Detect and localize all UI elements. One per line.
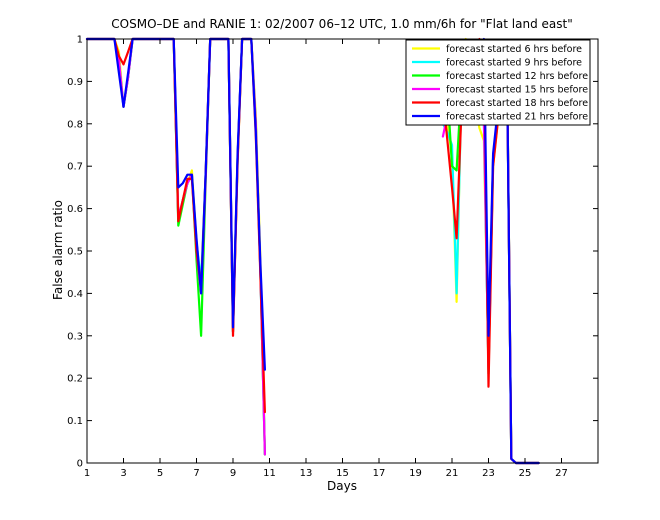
x-tick-label: 5 bbox=[157, 468, 163, 479]
y-tick-label: 1 bbox=[77, 35, 83, 46]
x-tick-label: 3 bbox=[120, 468, 126, 479]
x-tick-label: 19 bbox=[409, 468, 422, 479]
axes: 1 3 5 7 9 11 13 15 17 19 21 23 25 2700.10.20.30.40.50… bbox=[67, 35, 599, 479]
legend-entry: forecast started 12 hrs before bbox=[446, 71, 588, 82]
legend-entry: forecast started 18 hrs before bbox=[446, 98, 588, 109]
x-tick-label: 23 bbox=[482, 468, 495, 479]
y-tick-label: 0.4 bbox=[67, 289, 83, 300]
y-tick-label: 0.6 bbox=[67, 204, 83, 215]
x-tick-label: 15 bbox=[336, 468, 349, 479]
legend-entry: forecast started 15 hrs before bbox=[446, 85, 588, 96]
chart-title: COSMO–DE and RANIE 1: 02/2007 06–12 UTC,… bbox=[111, 17, 572, 31]
y-tick-label: 0 bbox=[77, 459, 83, 470]
legend-entry: forecast started 9 hrs before bbox=[446, 58, 582, 69]
y-tick-label: 0.9 bbox=[67, 77, 83, 88]
y-tick-label: 0.7 bbox=[67, 162, 83, 173]
y-tick-label: 0.2 bbox=[67, 374, 83, 385]
x-axis-label: Days bbox=[327, 479, 357, 493]
legend: forecast started 6 hrs before forecast st… bbox=[405, 39, 591, 126]
y-tick-label: 0.1 bbox=[67, 416, 83, 427]
x-tick-label: 13 bbox=[300, 468, 313, 479]
x-tick-label: 21 bbox=[446, 468, 459, 479]
x-tick-label: 27 bbox=[555, 468, 568, 479]
x-tick-label: 1 bbox=[84, 468, 90, 479]
legend-entry: forecast started 6 hrs before bbox=[446, 44, 582, 55]
x-tick-label: 9 bbox=[230, 468, 236, 479]
x-tick-label: 25 bbox=[519, 468, 532, 479]
x-tick-label: 11 bbox=[263, 468, 276, 479]
y-tick-label: 0.3 bbox=[67, 331, 83, 342]
y-axis-label: False alarm ratio bbox=[51, 200, 65, 300]
y-tick-label: 0.5 bbox=[67, 247, 83, 258]
y-tick-label: 0.8 bbox=[67, 119, 83, 130]
x-tick-label: 7 bbox=[193, 468, 199, 479]
legend-entry: forecast started 21 hrs before bbox=[446, 112, 588, 123]
legend-box bbox=[405, 39, 591, 126]
x-tick-label: 17 bbox=[373, 468, 386, 479]
